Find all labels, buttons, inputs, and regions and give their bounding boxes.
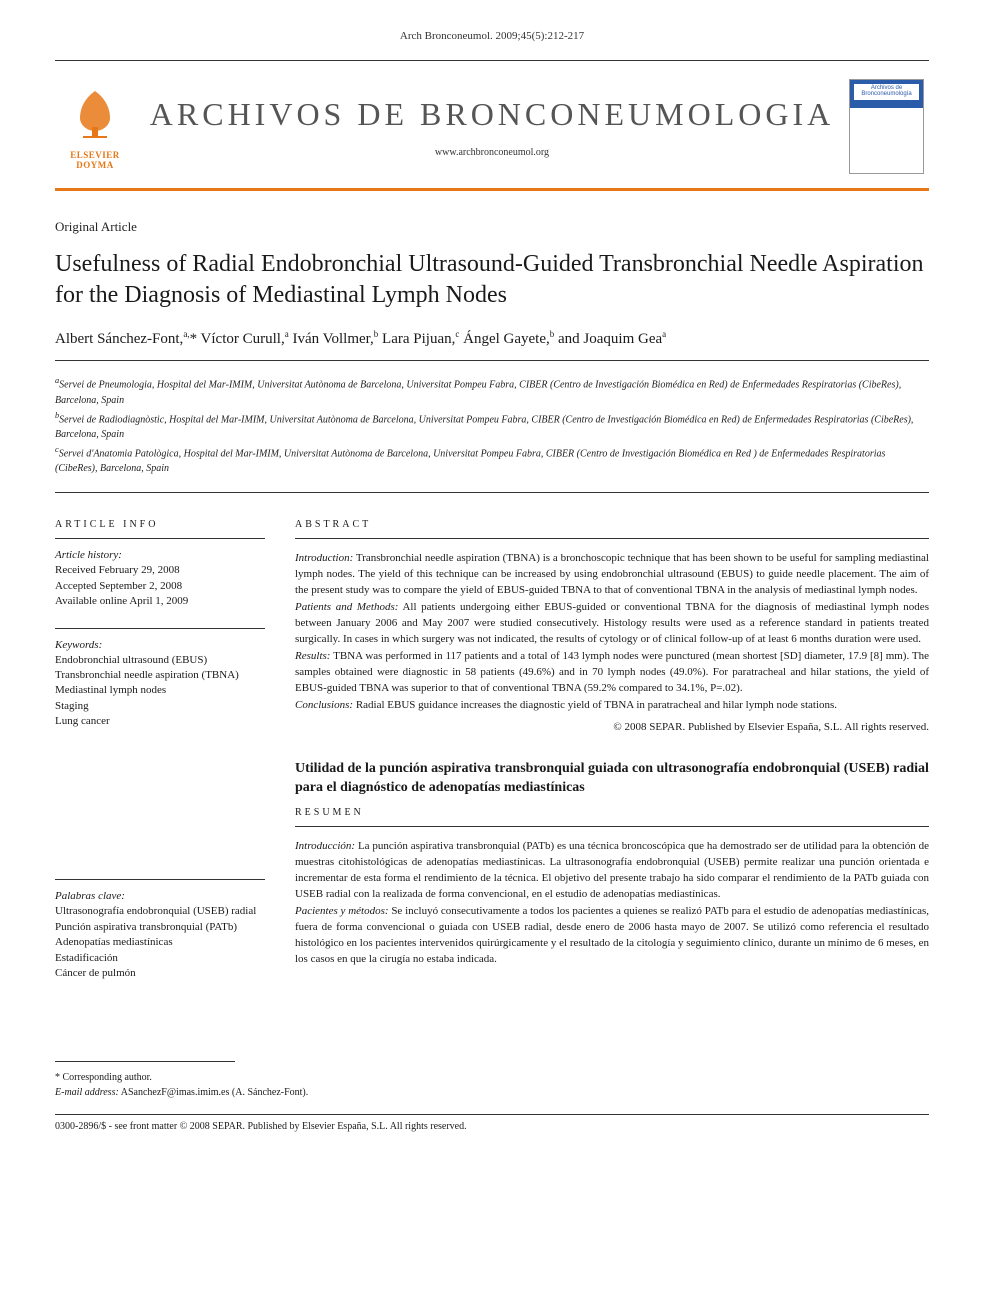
resumen-intro: La punción aspirativa transbronquial (PA… [295,840,929,900]
corresponding-label: * Corresponding author. [55,1070,929,1085]
abstract-results-label: Results: [295,650,330,662]
abstract-results: TBNA was performed in 117 patients and a… [295,650,929,694]
abstract-conclusions-label: Conclusions: [295,699,353,711]
author: Lara Pijuan,c [382,331,459,347]
article-info-sidebar: ARTICLE INFO Article history: Received F… [55,519,265,981]
keyword: Lung cancer [55,714,265,729]
footer-rule [55,1061,235,1070]
journal-url[interactable]: www.archbronconeumol.org [135,147,849,158]
resumen-body: Introducción: La punción aspirativa tran… [295,839,929,968]
keyword: Mediastinal lymph nodes [55,683,265,698]
palabra: Punción aspirativa transbronquial (PATb) [55,920,265,935]
section-label: Original Article [55,219,929,235]
palabra: Cáncer de pulmón [55,966,265,981]
author: Víctor Curull,a [201,331,289,347]
journal-title: ARCHIVOS DE BRONCONEUMOLOGIA [135,96,849,133]
palabra: Adenopatías mediastínicas [55,935,265,950]
abstract-column: ABSTRACT Introduction: Transbronchial ne… [295,519,929,981]
abstract-heading: ABSTRACT [295,519,929,539]
resumen-heading: RESUMEN [295,807,929,827]
article-info-heading: ARTICLE INFO [55,519,265,539]
palabras-clave-block: Palabras clave: Ultrasonografía endobron… [55,879,265,981]
palabra: Estadificación [55,951,265,966]
front-matter: 0300-2896/$ - see front matter © 2008 SE… [55,1114,929,1132]
corresponding-email[interactable]: ASanchezF@imas.imim.es (A. Sánchez-Font)… [121,1087,309,1098]
masthead-center: ARCHIVOS DE BRONCONEUMOLOGIA www.archbro… [135,96,849,158]
affiliations: aServei de Pneumologia, Hospital del Mar… [55,375,929,493]
email-label: E-mail address: [55,1087,119,1098]
abstract-conclusions: Radial EBUS guidance increases the diagn… [356,699,837,711]
header-citation: Arch Bronconeumol. 2009;45(5):212-217 [55,30,929,42]
abstract-intro-label: Introduction: [295,552,353,564]
author: Iván Vollmer,b [292,331,378,347]
palabra: Ultrasonografía endobronquial (USEB) rad… [55,904,265,919]
publisher-logo-block: ELSEVIER DOYMA [55,83,135,170]
abstract-body: Introduction: Transbronchial needle aspi… [295,551,929,735]
resumen-methods-label: Pacientes y métodos: [295,905,389,917]
keyword: Transbronchial needle aspiration (TBNA) [55,668,265,683]
elsevier-tree-icon [65,83,125,143]
history-accepted: Accepted September 2, 2008 [55,579,265,594]
article-title: Usefulness of Radial Endobronchial Ultra… [55,249,929,311]
spanish-title: Utilidad de la punción aspirativa transb… [295,760,929,798]
author: and Joaquim Geaa [558,331,666,347]
keywords-block: Keywords: Endobronchial ultrasound (EBUS… [55,628,265,730]
publisher-name: ELSEVIER DOYMA [55,150,135,170]
affiliation-b: bServei de Radiodiagnòstic, Hospital del… [55,410,929,442]
keyword: Endobronchial ultrasound (EBUS) [55,653,265,668]
author: Ángel Gayete,b [463,331,554,347]
masthead: ELSEVIER DOYMA ARCHIVOS DE BRONCONEUMOLO… [55,60,929,191]
resumen-methods: Se incluyó consecutivamente a todos los … [295,905,929,965]
spanish-abstract-block: Utilidad de la punción aspirativa transb… [295,760,929,968]
author-list: Albert Sánchez-Font,a,* Víctor Curull,a … [55,329,929,361]
keyword: Staging [55,699,265,714]
affiliation-a: aServei de Pneumologia, Hospital del Mar… [55,375,929,407]
palabras-label: Palabras clave: [55,890,265,902]
abstract-methods-label: Patients and Methods: [295,601,398,613]
author: Albert Sánchez-Font,a,* [55,331,197,347]
journal-cover-thumb: Archivos de Bronconeumología [849,79,929,174]
resumen-intro-label: Introducción: [295,840,355,852]
history-label: Article history: [55,549,265,561]
abstract-intro: Transbronchial needle aspiration (TBNA) … [295,552,929,596]
cover-title-text: Archivos de Bronconeumología [850,85,923,97]
history-received: Received February 29, 2008 [55,563,265,578]
affiliation-c: cServei d'Anatomia Patològica, Hospital … [55,444,929,476]
abstract-copyright: © 2008 SEPAR. Published by Elsevier Espa… [295,720,929,736]
history-online: Available online April 1, 2009 [55,594,265,609]
keywords-label: Keywords: [55,639,265,651]
corresponding-author: * Corresponding author. E-mail address: … [55,1070,929,1100]
